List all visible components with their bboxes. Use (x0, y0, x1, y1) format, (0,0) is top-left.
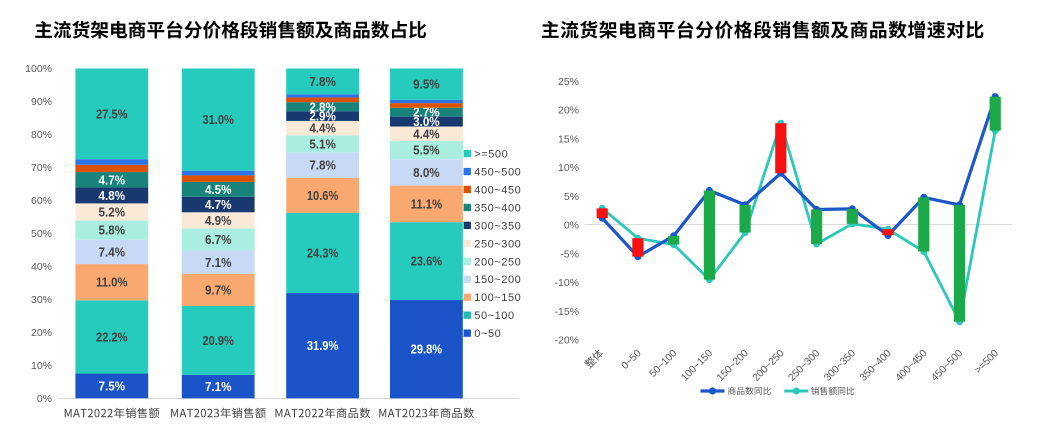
svg-text:0%: 0% (564, 220, 579, 232)
svg-text:3.0%: 3.0% (413, 115, 440, 129)
svg-text:4.7%: 4.7% (99, 173, 126, 187)
svg-text:4.4%: 4.4% (413, 127, 440, 141)
svg-text:9.5%: 9.5% (413, 78, 440, 92)
svg-text:450~500: 450~500 (474, 167, 521, 179)
svg-text:5.5%: 5.5% (413, 144, 440, 158)
svg-text:24.3%: 24.3% (307, 247, 339, 261)
svg-text:5.8%: 5.8% (99, 224, 126, 238)
svg-text:-10%: -10% (554, 277, 579, 289)
svg-text:4.7%: 4.7% (205, 198, 232, 212)
svg-text:250~300: 250~300 (474, 238, 521, 250)
svg-text:30%: 30% (31, 294, 52, 306)
svg-text:9.7%: 9.7% (205, 284, 232, 298)
svg-text:2.7%: 2.7% (413, 106, 440, 120)
svg-text:2.8%: 2.8% (309, 100, 336, 114)
svg-text:4.9%: 4.9% (205, 214, 232, 228)
svg-text:100~150: 100~150 (474, 292, 521, 304)
svg-text:90%: 90% (31, 96, 52, 108)
svg-text:60%: 60% (31, 195, 52, 207)
svg-text:50~100: 50~100 (474, 310, 514, 322)
svg-text:2.9%: 2.9% (309, 110, 336, 124)
svg-text:31.0%: 31.0% (202, 113, 234, 127)
svg-text:10%: 10% (558, 162, 579, 174)
svg-text:40%: 40% (31, 261, 52, 273)
svg-text:20%: 20% (558, 105, 579, 117)
svg-text:11.0%: 11.0% (96, 276, 128, 290)
svg-text:22.2%: 22.2% (96, 331, 128, 345)
svg-text:-5%: -5% (560, 249, 579, 261)
svg-text:70%: 70% (31, 162, 52, 174)
svg-text:25%: 25% (558, 76, 579, 88)
svg-text:>=500: >=500 (474, 149, 508, 161)
svg-text:7.4%: 7.4% (99, 245, 126, 259)
svg-text:27.5%: 27.5% (96, 107, 128, 121)
svg-text:15%: 15% (558, 133, 579, 145)
svg-text:0~50: 0~50 (474, 328, 501, 340)
svg-text:-20%: -20% (554, 335, 579, 347)
svg-text:7.5%: 7.5% (99, 379, 126, 393)
svg-text:20%: 20% (31, 327, 52, 339)
svg-text:23.6%: 23.6% (411, 255, 443, 269)
svg-text:100%: 100% (25, 63, 52, 75)
svg-text:4.4%: 4.4% (309, 122, 336, 136)
svg-text:200~250: 200~250 (474, 256, 521, 268)
svg-text:150~200: 150~200 (474, 274, 521, 286)
svg-text:6.7%: 6.7% (205, 233, 232, 247)
svg-text:5.1%: 5.1% (309, 137, 336, 151)
svg-text:7.1%: 7.1% (205, 380, 232, 394)
svg-text:8.0%: 8.0% (413, 166, 440, 180)
svg-text:20.9%: 20.9% (202, 334, 234, 348)
svg-text:-15%: -15% (554, 306, 579, 318)
svg-text:350~400: 350~400 (474, 202, 521, 214)
svg-text:11.1%: 11.1% (411, 197, 443, 211)
svg-text:10.6%: 10.6% (307, 189, 339, 203)
svg-text:29.8%: 29.8% (411, 343, 443, 357)
svg-text:7.1%: 7.1% (205, 256, 232, 270)
svg-text:4.5%: 4.5% (205, 183, 232, 197)
svg-text:31.9%: 31.9% (307, 339, 339, 353)
svg-text:4.8%: 4.8% (99, 189, 126, 203)
svg-text:80%: 80% (31, 129, 52, 141)
svg-text:5%: 5% (564, 191, 579, 203)
svg-text:300~350: 300~350 (474, 220, 521, 232)
svg-text:50%: 50% (31, 228, 52, 240)
svg-text:5.2%: 5.2% (99, 206, 126, 220)
svg-text:0%: 0% (37, 393, 52, 405)
svg-text:10%: 10% (31, 360, 52, 372)
svg-text:400~450: 400~450 (474, 184, 521, 196)
svg-text:7.8%: 7.8% (309, 159, 336, 173)
svg-text:7.8%: 7.8% (309, 75, 336, 89)
